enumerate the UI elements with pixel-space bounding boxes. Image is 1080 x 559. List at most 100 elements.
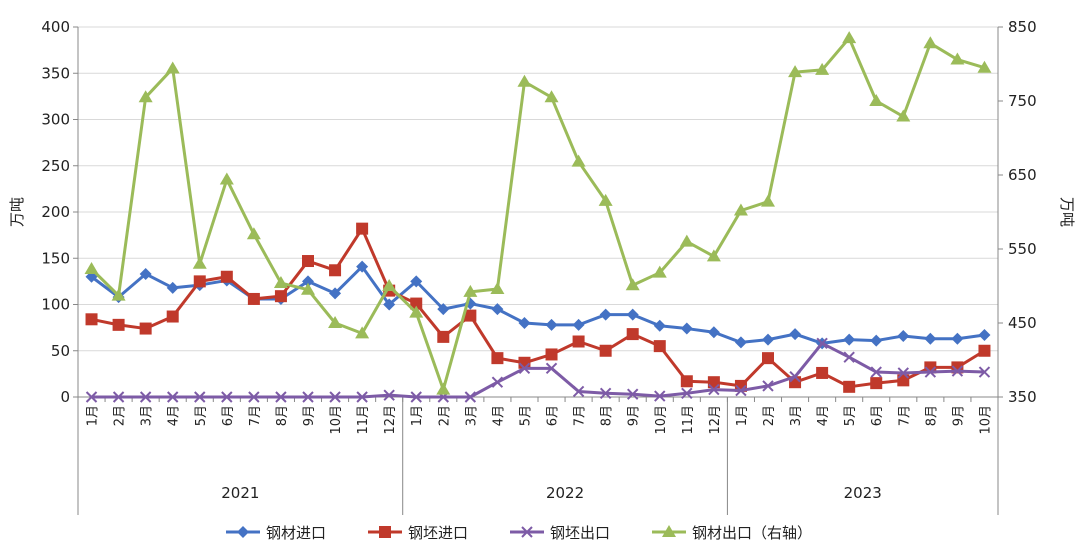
legend-swatch-marker: [379, 526, 391, 538]
year-label: 2023: [844, 484, 882, 502]
data-point: [706, 249, 721, 262]
legend-label: 钢材出口（右轴）: [692, 524, 812, 542]
data-point: [572, 385, 585, 398]
data-point: [355, 326, 370, 339]
data-point: [626, 388, 639, 400]
data-point: [545, 348, 558, 361]
x-tick-label: 9月: [951, 405, 966, 426]
data-point: [978, 344, 991, 357]
x-tick-label: 10月: [329, 405, 344, 435]
data-point: [762, 352, 774, 365]
data-point: [85, 313, 98, 326]
y-tick-label-left: 250: [41, 157, 70, 175]
legend-item: 钢材出口（右轴）: [652, 524, 812, 542]
data-point: [869, 94, 884, 106]
data-point: [762, 333, 774, 346]
data-point: [789, 328, 802, 341]
data-point: [599, 308, 612, 321]
data-point: [302, 391, 314, 403]
data-point: [734, 336, 747, 349]
data-point: [707, 326, 720, 339]
data-point: [733, 203, 748, 216]
x-tick-label: 10月: [978, 405, 993, 435]
data-point: [220, 270, 233, 283]
legend-item: 钢材进口: [226, 524, 326, 542]
data-point: [843, 351, 855, 363]
data-point: [491, 376, 504, 388]
x-tick-label: 8月: [275, 405, 290, 426]
y-tick-label-right: 350: [1008, 388, 1037, 406]
data-point: [382, 279, 397, 291]
data-point: [111, 288, 126, 301]
data-point: [166, 310, 179, 323]
data-point: [923, 36, 938, 49]
y-tick-label-right: 650: [1008, 166, 1037, 184]
data-point: [735, 384, 747, 397]
data-point: [626, 328, 639, 341]
data-point: [951, 365, 964, 377]
data-point: [274, 290, 287, 303]
x-tick-label: 1月: [735, 405, 750, 426]
y-tick-label-left: 0: [60, 388, 70, 406]
data-point: [329, 287, 342, 300]
data-point: [681, 387, 693, 400]
data-point: [219, 172, 234, 185]
x-tick-label: 6月: [221, 405, 236, 426]
data-point: [545, 362, 558, 375]
data-point: [924, 332, 937, 345]
data-point: [84, 261, 99, 274]
data-point: [572, 335, 585, 348]
series-line: [91, 227, 986, 389]
data-point: [924, 366, 937, 378]
data-point: [518, 317, 531, 329]
series-3: [85, 337, 991, 403]
y-tick-label-right: 550: [1008, 240, 1037, 258]
data-point: [410, 297, 423, 310]
data-point: [85, 391, 98, 403]
data-point: [654, 390, 666, 402]
x-tick-label: 5月: [518, 405, 533, 426]
series-4: [84, 31, 992, 395]
legend-label: 钢材进口: [266, 524, 326, 542]
data-point: [139, 391, 152, 403]
data-point: [571, 154, 586, 167]
x-tick-label: 11月: [356, 405, 371, 435]
data-point: [625, 278, 640, 291]
y-tick-label-left: 200: [41, 203, 70, 221]
data-point: [815, 62, 830, 75]
y-tick-label-left: 400: [41, 18, 70, 36]
x-tick-label: 6月: [546, 405, 561, 426]
data-point: [273, 276, 288, 289]
x-tick-label: 7月: [573, 405, 588, 426]
data-point: [410, 275, 423, 288]
data-point: [978, 329, 991, 342]
data-point: [762, 380, 774, 392]
grid: [78, 26, 998, 352]
data-point: [653, 340, 666, 353]
data-point: [761, 194, 775, 207]
x-tick-label: 3月: [140, 405, 155, 426]
data-point: [437, 330, 450, 343]
y-tick-label-left: 300: [41, 111, 70, 129]
axis-labels: 万吨 万吨: [8, 197, 1076, 227]
data-point: [302, 275, 314, 288]
y-axis-title-left: 万吨: [8, 197, 26, 227]
data-point: [897, 329, 910, 342]
data-point: [950, 52, 965, 65]
data-point: [708, 383, 720, 396]
y-tick-label-right: 750: [1008, 92, 1037, 110]
x-tick-label: 11月: [681, 405, 696, 435]
data-point: [356, 222, 369, 235]
data-point: [897, 367, 910, 379]
data-point: [302, 255, 314, 268]
data-point: [139, 267, 152, 280]
data-point: [843, 380, 856, 393]
data-point: [518, 362, 531, 375]
data-point: [463, 284, 478, 297]
x-tick-label: 8月: [600, 405, 615, 426]
data-point: [409, 305, 424, 318]
series-line: [90, 36, 985, 392]
x-tick-label: 3月: [464, 405, 479, 426]
